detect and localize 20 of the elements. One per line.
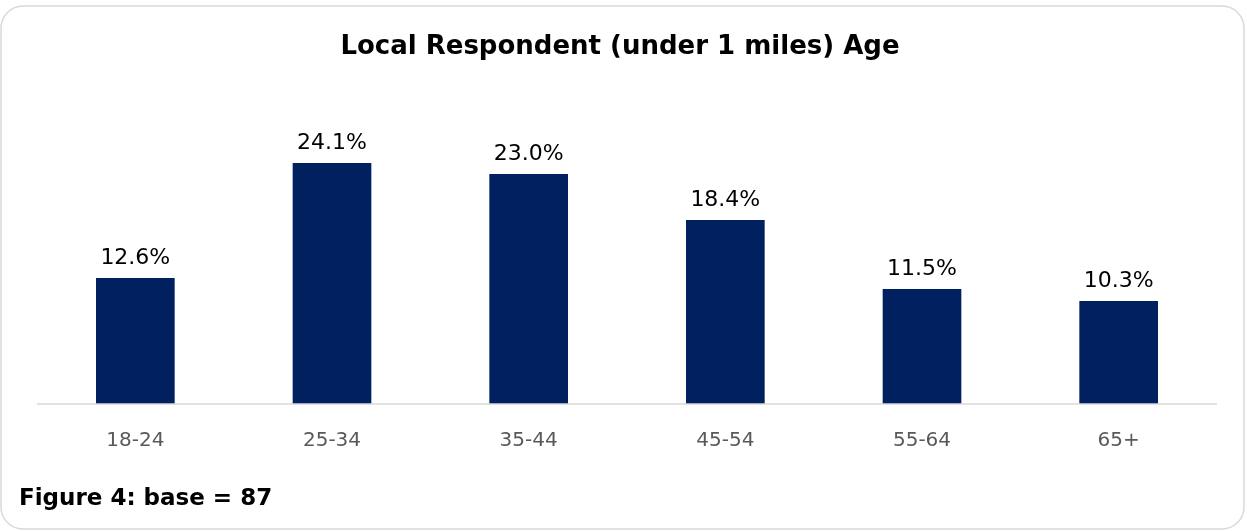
x-tick-label: 55-64 (892, 427, 952, 451)
x-tick-label: 45-54 (696, 427, 755, 451)
data-label: 18.4% (690, 186, 761, 211)
data-label: 23.0% (493, 140, 564, 165)
x-tick-label: 18-24 (106, 427, 165, 451)
data-label: 11.5% (887, 255, 957, 280)
x-tick-label: 65+ (1097, 427, 1140, 451)
x-tick-label: 35-44 (499, 427, 558, 451)
data-label: 12.6% (100, 244, 171, 269)
bar (1079, 301, 1158, 404)
data-label: 24.1% (297, 129, 367, 154)
chart-title: Local Respondent (under 1 miles) Age (340, 30, 900, 60)
data-label: 10.3% (1083, 267, 1154, 292)
caption: Figure 4: base = 87 (19, 484, 273, 510)
bar (686, 220, 765, 404)
x-tick-label: 25-34 (302, 427, 362, 451)
bar (292, 163, 372, 404)
bar (96, 278, 175, 404)
bar (882, 289, 962, 404)
bar (489, 174, 568, 404)
